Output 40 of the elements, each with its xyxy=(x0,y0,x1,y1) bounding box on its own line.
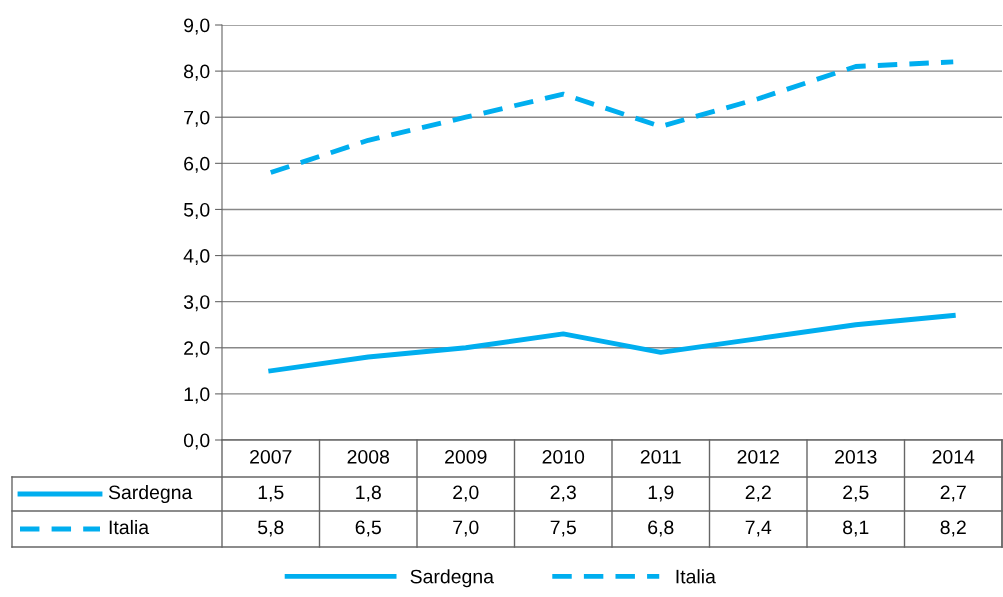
data-label: 7,5 xyxy=(550,520,576,537)
y-tick-label: 9,0 xyxy=(184,18,210,35)
data-label: 7,4 xyxy=(745,520,772,537)
legend-label: Italia xyxy=(109,519,150,535)
y-tick-label: 7,0 xyxy=(184,110,210,127)
data-label: 1,5 xyxy=(258,485,284,502)
data-label: 2,7 xyxy=(940,485,966,502)
data-label: 5,8 xyxy=(258,520,284,537)
x-tick-label: 2008 xyxy=(347,449,390,464)
y-tick-label: 3,0 xyxy=(183,295,210,312)
y-tick-label: 0,0 xyxy=(183,433,210,450)
legend-label: Sardegna xyxy=(108,484,193,504)
data-label: 8,1 xyxy=(843,520,869,537)
x-tick-label: 2014 xyxy=(932,449,975,464)
text: Sardegna xyxy=(410,569,494,588)
line-series xyxy=(268,313,956,374)
y-tick-label: 6,0 xyxy=(184,156,210,173)
x-tick-label: 2010 xyxy=(542,449,585,464)
x-tick-label: 2011 xyxy=(640,449,681,464)
line-series xyxy=(268,59,956,175)
data-label: 2,3 xyxy=(550,485,576,502)
data-label: 2,0 xyxy=(453,485,479,502)
x-tick-label: 2009 xyxy=(445,449,487,464)
data-label: 2,5 xyxy=(843,485,869,502)
y-tick-label: 4,0 xyxy=(183,249,210,266)
data-label: 7,0 xyxy=(453,520,479,537)
data-label: 1,8 xyxy=(356,485,381,502)
x-tick-label: 2012 xyxy=(737,449,779,464)
x-tick-label: 2013 xyxy=(835,449,877,464)
data-label: 1,9 xyxy=(648,485,674,502)
y-tick-label: 2,0 xyxy=(184,341,210,358)
y-tick-label: 8,0 xyxy=(184,64,210,81)
x-tick-label: 2007 xyxy=(250,449,292,464)
data-label: 6,5 xyxy=(355,520,381,537)
y-tick-label: 5,0 xyxy=(183,202,210,219)
data-label: 2,2 xyxy=(745,485,771,502)
text: Italia xyxy=(676,569,716,584)
data-label: 8,2 xyxy=(940,520,966,537)
y-tick-label: 1,0 xyxy=(184,387,210,404)
data-label: 6,8 xyxy=(648,520,674,537)
